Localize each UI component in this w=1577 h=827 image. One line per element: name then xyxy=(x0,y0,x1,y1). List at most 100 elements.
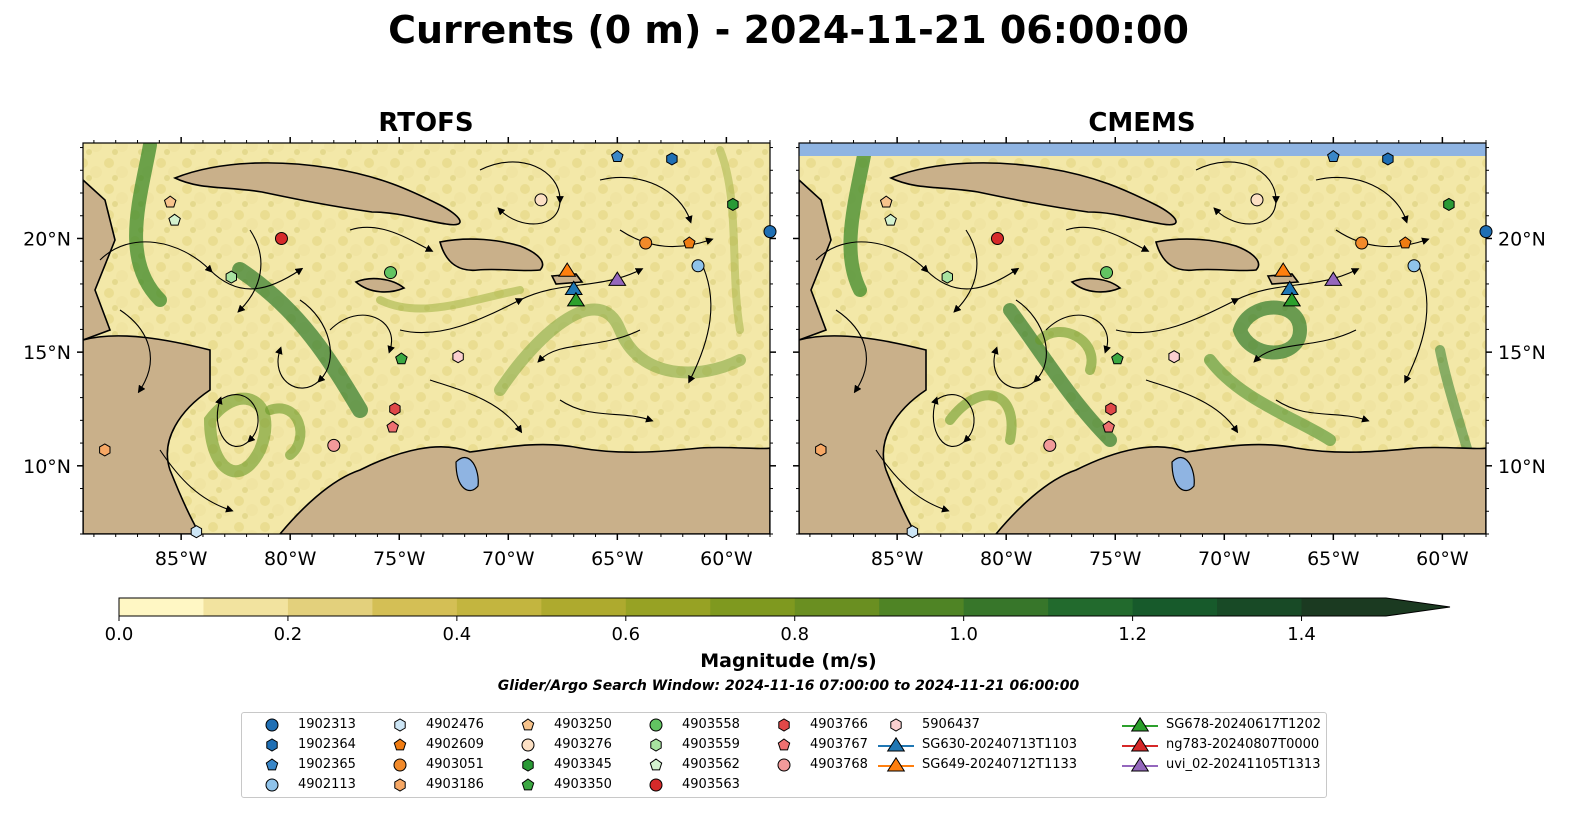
search-window-text: Glider/Argo Search Window: 2024-11-16 07… xyxy=(497,678,1080,694)
legend-marker xyxy=(266,738,278,752)
argo-float-marker xyxy=(1479,225,1493,239)
land-yucatan xyxy=(83,178,116,341)
land-jamaica xyxy=(354,277,406,293)
streamline xyxy=(99,241,304,290)
legend-label: 4903250 xyxy=(554,717,612,732)
streamline xyxy=(1065,226,1150,252)
x-tick-label: 70°W xyxy=(482,548,535,570)
panel-title-cmems: CMEMS xyxy=(1088,108,1195,138)
argo-float-marker xyxy=(163,195,177,208)
argo-float-marker xyxy=(815,443,827,457)
argo-float-marker xyxy=(395,352,408,365)
streamline xyxy=(1145,379,1239,434)
y-tick-label: 10°N xyxy=(23,456,71,478)
legend-marker xyxy=(265,718,279,732)
streamline xyxy=(159,449,234,513)
legend-label: 4903767 xyxy=(810,737,868,752)
argo-float-marker xyxy=(1327,149,1340,162)
colorbar-cell xyxy=(963,598,1049,616)
colorbar-cell xyxy=(1217,598,1303,616)
glider-marker xyxy=(1282,291,1302,307)
colorbar-cell xyxy=(794,598,880,616)
streamline xyxy=(688,259,712,384)
colorbar-cell xyxy=(541,598,627,616)
colorbar-tick-label: 1.2 xyxy=(1118,624,1147,644)
legend-marker xyxy=(777,758,791,772)
legend-symbol xyxy=(521,718,535,731)
legend-symbol xyxy=(265,718,279,732)
panel-title-rtofs: RTOFS xyxy=(378,108,473,138)
float-markers-cmems xyxy=(815,149,1493,539)
legend-label: 4903768 xyxy=(810,757,868,772)
legend-label: SG649-20240712T1133 xyxy=(922,757,1078,772)
legend-marker xyxy=(649,778,663,792)
legend-symbol xyxy=(886,736,906,752)
y-tick-label: 20°N xyxy=(1498,228,1546,250)
argo-float-marker xyxy=(691,259,705,273)
streamline xyxy=(991,299,1047,389)
legend-marker xyxy=(394,718,406,732)
colorbar-cell xyxy=(287,598,373,616)
colorbar-ticks: 0.0 0.2 0.4 0.6 0.8 1.0 1.2 1.4 xyxy=(105,616,1316,644)
x-tick-label: 80°W xyxy=(264,548,317,570)
map-panel-rtofs xyxy=(83,143,770,534)
argo-float-marker xyxy=(386,420,399,433)
streamline xyxy=(479,161,564,225)
legend-symbol xyxy=(778,718,790,732)
legend-symbol xyxy=(393,758,407,772)
colorbar-tick-label: 0.2 xyxy=(274,624,303,644)
streamline xyxy=(599,176,693,224)
x-tick-label: 65°W xyxy=(591,548,644,570)
legend-symbol xyxy=(521,738,535,752)
legend-symbol xyxy=(266,738,278,752)
x-tick-label: 65°W xyxy=(1307,548,1360,570)
x-tick-label: 70°W xyxy=(1198,548,1251,570)
colorbar-cell xyxy=(119,598,204,616)
argo-float-marker xyxy=(1407,259,1421,273)
float-markers-rtofs xyxy=(99,149,777,539)
legend-symbol xyxy=(777,758,791,772)
argo-float-marker xyxy=(611,149,624,162)
streamline xyxy=(1195,161,1280,225)
colorbar-cell xyxy=(1132,598,1218,616)
lake-maracaibo xyxy=(455,457,479,492)
legend-label: 4903559 xyxy=(682,737,740,752)
colorbar-tick-label: 1.0 xyxy=(949,624,978,644)
x-tick-label: 85°W xyxy=(155,548,208,570)
argo-float-marker xyxy=(941,270,953,284)
argo-float-marker xyxy=(990,231,1004,245)
land-yucatan xyxy=(799,178,832,341)
colorbar-tick-label: 1.4 xyxy=(1287,624,1316,644)
legend-label: uvi_02-20241105T1313 xyxy=(1166,757,1321,772)
legend-marker xyxy=(649,758,663,771)
legend-marker xyxy=(878,756,914,772)
legend-symbol xyxy=(265,778,279,792)
colorbar-tick-label: 0.8 xyxy=(780,624,809,644)
streamline xyxy=(237,229,262,313)
map-panels: RTOFS CMEMS xyxy=(23,108,1546,570)
colorbar-outline xyxy=(118,597,1451,617)
legend-symbol xyxy=(886,756,906,772)
y-tick-label: 15°N xyxy=(23,342,71,364)
legend-symbol xyxy=(394,718,406,732)
legend-label: 1902364 xyxy=(298,737,356,752)
legend-marker xyxy=(522,758,534,772)
y-tick-label: 20°N xyxy=(23,228,71,250)
x-tick-label: 85°W xyxy=(871,548,924,570)
legend-symbol xyxy=(1130,716,1150,732)
argo-float-marker xyxy=(1111,352,1124,365)
x-tick-label: 80°W xyxy=(980,548,1033,570)
colorbar-tick-label: 0.4 xyxy=(443,624,472,644)
legend-label: 5906437 xyxy=(922,717,980,732)
colorbar-cell xyxy=(372,598,458,616)
legend-marker xyxy=(778,718,790,732)
argo-float-marker xyxy=(763,225,777,239)
land xyxy=(799,162,1486,534)
streamline xyxy=(1275,399,1370,423)
legend: 1902313 1902364 1902365 4902113 4902476 49026… xyxy=(241,712,1327,798)
legend-symbol xyxy=(649,718,663,732)
streamline xyxy=(329,314,395,354)
legend-marker xyxy=(265,778,279,792)
colorbar-cell xyxy=(456,598,542,616)
